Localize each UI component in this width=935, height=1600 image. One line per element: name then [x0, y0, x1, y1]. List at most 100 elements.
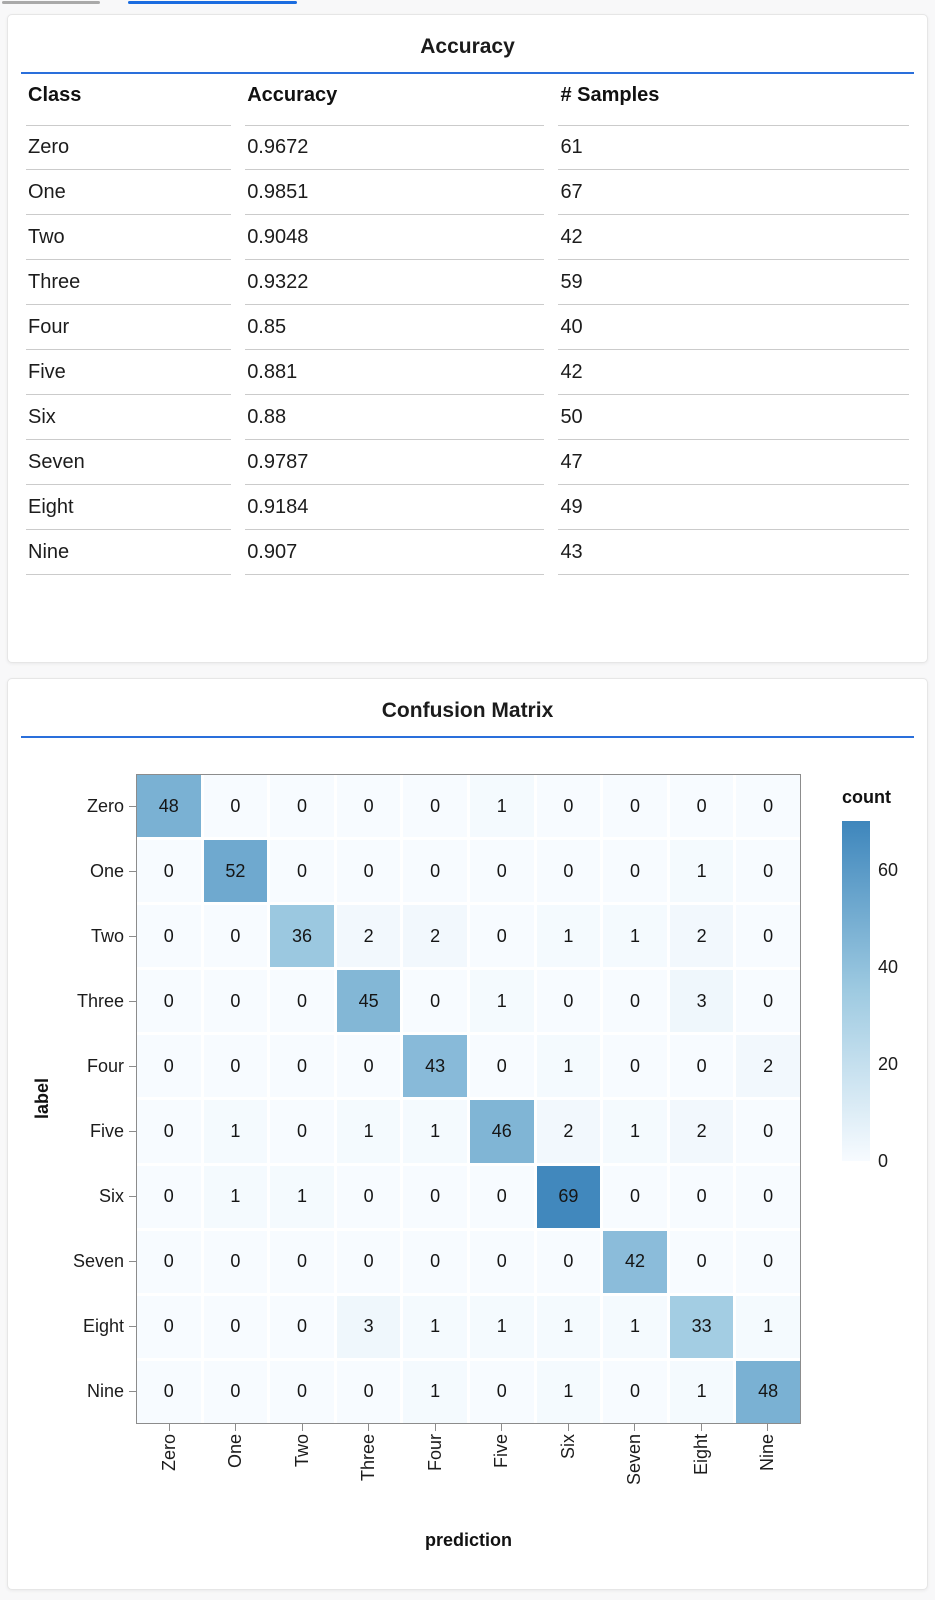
matrix-cell[interactable]: 46 [469, 1100, 534, 1163]
matrix-cell[interactable]: 36 [270, 905, 334, 968]
matrix-cell[interactable]: 1 [536, 1295, 601, 1358]
matrix-cell[interactable]: 1 [536, 1360, 601, 1423]
matrix-cell[interactable]: 0 [137, 1360, 201, 1423]
matrix-cell[interactable]: 1 [736, 1295, 800, 1358]
matrix-cell[interactable]: 1 [403, 1360, 467, 1423]
matrix-cell[interactable]: 45 [336, 970, 401, 1033]
matrix-cell[interactable]: 48 [736, 1360, 800, 1423]
matrix-cell[interactable]: 33 [669, 1295, 734, 1358]
matrix-cell[interactable]: 1 [469, 970, 534, 1033]
matrix-cell[interactable]: 0 [469, 1360, 534, 1423]
matrix-cell[interactable]: 43 [403, 1035, 467, 1098]
matrix-cell[interactable]: 1 [203, 1165, 268, 1228]
matrix-cell[interactable]: 1 [603, 1100, 667, 1163]
matrix-cell[interactable]: 0 [336, 1035, 401, 1098]
matrix-cell[interactable]: 0 [137, 1100, 201, 1163]
matrix-cell[interactable]: 3 [669, 970, 734, 1033]
matrix-cell[interactable]: 1 [536, 1035, 601, 1098]
matrix-cell[interactable]: 2 [736, 1035, 800, 1098]
matrix-cell[interactable]: 1 [403, 1100, 467, 1163]
matrix-cell[interactable]: 42 [603, 1230, 667, 1293]
matrix-cell[interactable]: 0 [603, 775, 667, 838]
matrix-cell[interactable]: 0 [137, 905, 201, 968]
matrix-cell[interactable]: 0 [270, 1360, 334, 1423]
matrix-cell[interactable]: 1 [536, 905, 601, 968]
matrix-cell[interactable]: 0 [203, 1230, 268, 1293]
matrix-cell[interactable]: 0 [536, 840, 601, 903]
matrix-cell[interactable]: 1 [469, 1295, 534, 1358]
tab-indicator-inactive[interactable] [2, 1, 100, 4]
matrix-cell[interactable]: 0 [270, 1100, 334, 1163]
matrix-cell[interactable]: 0 [137, 1230, 201, 1293]
matrix-cell[interactable]: 2 [669, 905, 734, 968]
matrix-cell[interactable]: 1 [203, 1100, 268, 1163]
matrix-cell[interactable]: 0 [270, 775, 334, 838]
matrix-cell[interactable]: 0 [270, 840, 334, 903]
matrix-cell[interactable]: 0 [203, 1360, 268, 1423]
matrix-cell[interactable]: 69 [536, 1165, 601, 1228]
matrix-cell[interactable]: 0 [203, 970, 268, 1033]
matrix-cell[interactable]: 0 [403, 1165, 467, 1228]
matrix-cell[interactable]: 0 [536, 1230, 601, 1293]
matrix-cell[interactable]: 1 [336, 1100, 401, 1163]
matrix-cell[interactable]: 0 [203, 905, 268, 968]
matrix-cell[interactable]: 1 [403, 1295, 467, 1358]
matrix-cell[interactable]: 0 [336, 1165, 401, 1228]
matrix-cell[interactable]: 0 [403, 1230, 467, 1293]
matrix-cell[interactable]: 0 [137, 1035, 201, 1098]
matrix-cell[interactable]: 0 [736, 840, 800, 903]
matrix-cell[interactable]: 0 [137, 840, 201, 903]
matrix-cell[interactable]: 0 [469, 1230, 534, 1293]
matrix-cell[interactable]: 0 [603, 840, 667, 903]
matrix-cell[interactable]: 0 [203, 775, 268, 838]
matrix-cell[interactable]: 0 [336, 1360, 401, 1423]
matrix-cell[interactable]: 1 [469, 775, 534, 838]
matrix-cell[interactable]: 0 [336, 840, 401, 903]
tab-indicator-active[interactable] [128, 1, 297, 4]
matrix-cell[interactable]: 52 [203, 840, 268, 903]
matrix-cell[interactable]: 0 [137, 1165, 201, 1228]
matrix-cell[interactable]: 0 [137, 970, 201, 1033]
matrix-cell[interactable]: 0 [469, 1035, 534, 1098]
matrix-cell[interactable]: 0 [669, 1230, 734, 1293]
matrix-cell[interactable]: 0 [469, 905, 534, 968]
matrix-cell[interactable]: 0 [336, 1230, 401, 1293]
matrix-cell[interactable]: 0 [669, 775, 734, 838]
matrix-cell[interactable]: 0 [536, 970, 601, 1033]
matrix-cell[interactable]: 0 [203, 1035, 268, 1098]
matrix-cell[interactable]: 1 [669, 1360, 734, 1423]
matrix-cell[interactable]: 2 [669, 1100, 734, 1163]
matrix-cell[interactable]: 0 [336, 775, 401, 838]
matrix-cell[interactable]: 0 [736, 1165, 800, 1228]
matrix-cell[interactable]: 1 [603, 1295, 667, 1358]
matrix-cell[interactable]: 1 [669, 840, 734, 903]
matrix-cell[interactable]: 0 [270, 970, 334, 1033]
matrix-cell[interactable]: 0 [469, 1165, 534, 1228]
matrix-cell[interactable]: 0 [403, 970, 467, 1033]
matrix-cell[interactable]: 1 [270, 1165, 334, 1228]
matrix-cell[interactable]: 0 [536, 775, 601, 838]
matrix-cell[interactable]: 0 [736, 1100, 800, 1163]
matrix-cell[interactable]: 0 [736, 970, 800, 1033]
matrix-cell[interactable]: 0 [736, 1230, 800, 1293]
matrix-cell[interactable]: 0 [736, 905, 800, 968]
matrix-cell[interactable]: 0 [403, 775, 467, 838]
matrix-cell[interactable]: 0 [137, 1295, 201, 1358]
matrix-cell[interactable]: 2 [403, 905, 467, 968]
matrix-cell[interactable]: 0 [603, 970, 667, 1033]
matrix-cell[interactable]: 0 [270, 1295, 334, 1358]
matrix-cell[interactable]: 0 [603, 1035, 667, 1098]
matrix-cell[interactable]: 48 [137, 775, 201, 838]
matrix-cell[interactable]: 0 [603, 1360, 667, 1423]
matrix-cell[interactable]: 1 [603, 905, 667, 968]
matrix-cell[interactable]: 0 [203, 1295, 268, 1358]
matrix-cell[interactable]: 0 [603, 1165, 667, 1228]
matrix-cell[interactable]: 0 [403, 840, 467, 903]
matrix-cell[interactable]: 0 [270, 1230, 334, 1293]
matrix-cell[interactable]: 0 [669, 1165, 734, 1228]
matrix-cell[interactable]: 0 [669, 1035, 734, 1098]
matrix-cell[interactable]: 0 [270, 1035, 334, 1098]
matrix-cell[interactable]: 2 [336, 905, 401, 968]
matrix-cell[interactable]: 2 [536, 1100, 601, 1163]
matrix-cell[interactable]: 3 [336, 1295, 401, 1358]
